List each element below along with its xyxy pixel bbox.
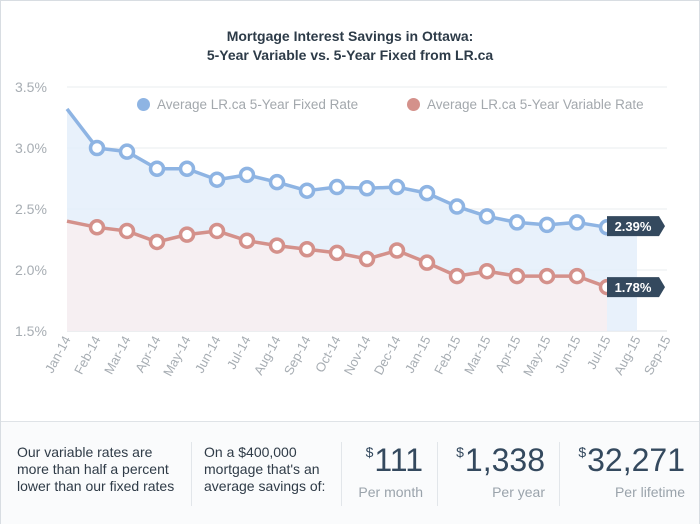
x-tick-label: Jul-14: [224, 333, 254, 371]
variable-rate-point: [358, 250, 376, 268]
currency-symbol: $: [578, 444, 587, 460]
divider: [559, 442, 560, 506]
stat-label: Per lifetime: [614, 484, 685, 500]
x-tick-label: Mar-15: [461, 333, 494, 376]
fixed-rate-point: [328, 178, 346, 196]
variable-rate-end-label: 1.78%: [615, 280, 652, 295]
variable-rate-point: [388, 242, 406, 259]
fixed-rate-end-tag: [607, 216, 665, 237]
x-tick-label: Mar-14: [101, 333, 134, 376]
x-tick-label: Sep-14: [281, 333, 314, 377]
fixed-rate-point: [478, 208, 496, 225]
x-tick-label: Apr-15: [492, 333, 524, 375]
fixed-rate-point: [118, 143, 136, 160]
currency-symbol: $: [365, 444, 374, 460]
stat-value: $1,338: [456, 442, 545, 478]
x-tick-label: Aug-15: [611, 333, 644, 377]
divider: [191, 442, 192, 506]
fixed-rate-point: [208, 171, 226, 188]
variable-rate-point: [88, 219, 106, 236]
x-tick-label: Nov-14: [341, 333, 374, 377]
variable-rate-point: [328, 244, 346, 262]
x-tick-label: Dec-14: [371, 333, 404, 377]
stat-per-lifetime: $32,271 Per lifetime: [559, 422, 699, 524]
x-tick-label: Aug-14: [251, 333, 284, 377]
x-tick-label: Feb-15: [431, 333, 464, 376]
fixed-rate-point: [238, 166, 256, 184]
chart-area: Mortgage Interest Savings in Ottawa: 5-Y…: [1, 1, 699, 421]
divider: [341, 442, 342, 506]
variable-rate-point: [508, 267, 526, 285]
stat-number: 1,338: [464, 442, 545, 478]
savings-note: On a $400,000 mortgage that's an average…: [204, 444, 326, 494]
x-tick-label: Jul-15: [584, 333, 614, 371]
variable-rate-point: [208, 222, 226, 240]
stat-label: Per month: [358, 484, 423, 500]
currency-symbol: $: [456, 444, 464, 460]
line-chart: 1.5%2.0%2.5%3.0%3.5%2.39%1.78%Jan-14Feb-…: [15, 79, 674, 379]
x-tick-label: Jun-15: [552, 333, 584, 375]
variable-rate-note: Our variable rates are more than half a …: [17, 444, 175, 494]
variable-rate-point: [298, 241, 316, 258]
fixed-rate-point: [298, 182, 316, 199]
variable-rate-end-tag: [607, 277, 665, 298]
variable-rate-point: [178, 226, 196, 243]
y-tick-label: 2.0%: [15, 262, 47, 278]
fixed-rate-point: [508, 214, 526, 231]
chart-title: Mortgage Interest Savings in Ottawa:: [226, 28, 474, 44]
variable-rate-point: [238, 232, 256, 249]
variable-rate-point: [118, 222, 136, 240]
variable-rate-point: [478, 262, 496, 280]
fixed-rate-point: [448, 198, 466, 215]
x-tick-label: May-15: [520, 333, 554, 378]
y-tick-label: 3.5%: [15, 79, 47, 95]
fixed-rate-point: [148, 160, 166, 177]
y-tick-label: 3.0%: [15, 140, 47, 156]
stat-per-year: $1,338 Per year: [437, 422, 559, 524]
x-tick-label: May-14: [160, 333, 194, 378]
fixed-rate-point: [178, 160, 196, 177]
legend-item-fixed[interactable]: Average LR.ca 5-Year Fixed Rate: [137, 97, 358, 112]
x-tick-label: Feb-14: [71, 333, 104, 376]
variable-rate-point: [538, 267, 556, 285]
fixed-rate-point: [268, 173, 286, 191]
stat-label: Per year: [492, 484, 545, 500]
x-tick-label: Oct-14: [312, 333, 344, 374]
legend-item-variable[interactable]: Average LR.ca 5-Year Variable Rate: [407, 97, 644, 112]
fixed-rate-point: [568, 214, 586, 231]
stat-per-month: $111 Per month: [341, 422, 437, 524]
variable-rate-point: [418, 254, 436, 271]
x-tick-label: Jan-14: [42, 333, 74, 375]
variable-rate-area: [67, 221, 607, 331]
legend-marker-fixed: [137, 98, 150, 111]
stat-number: 111: [374, 442, 423, 478]
divider: [437, 442, 438, 506]
x-tick-label: Jun-14: [192, 333, 224, 375]
fixed-rate-point: [418, 184, 436, 202]
variable-rate-point: [148, 233, 166, 251]
variable-rate-point: [568, 267, 586, 285]
fixed-rate-point: [538, 216, 556, 234]
legend-label-variable: Average LR.ca 5-Year Variable Rate: [427, 97, 644, 112]
fixed-rate-point: [358, 180, 376, 197]
fixed-rate-end-label: 2.39%: [615, 219, 652, 234]
chart-subtitle: 5-Year Variable vs. 5-Year Fixed from LR…: [206, 47, 494, 63]
stat-value: $32,271: [578, 442, 685, 478]
savings-panel: Our variable rates are more than half a …: [1, 421, 699, 524]
legend-label-fixed: Average LR.ca 5-Year Fixed Rate: [157, 97, 359, 112]
stat-value: $111: [366, 442, 423, 478]
y-tick-label: 1.5%: [15, 323, 47, 339]
legend-marker-variable: [407, 98, 420, 111]
x-tick-label: Jan-15: [402, 333, 434, 375]
x-tick-label: Sep-15: [641, 333, 674, 377]
variable-rate-point: [268, 237, 286, 254]
y-tick-label: 2.5%: [15, 201, 47, 217]
variable-rate-point: [448, 267, 466, 285]
fixed-rate-point: [88, 139, 106, 157]
x-tick-label: Apr-14: [132, 333, 164, 375]
stat-number: 32,271: [587, 442, 685, 478]
fixed-rate-point: [388, 178, 406, 196]
